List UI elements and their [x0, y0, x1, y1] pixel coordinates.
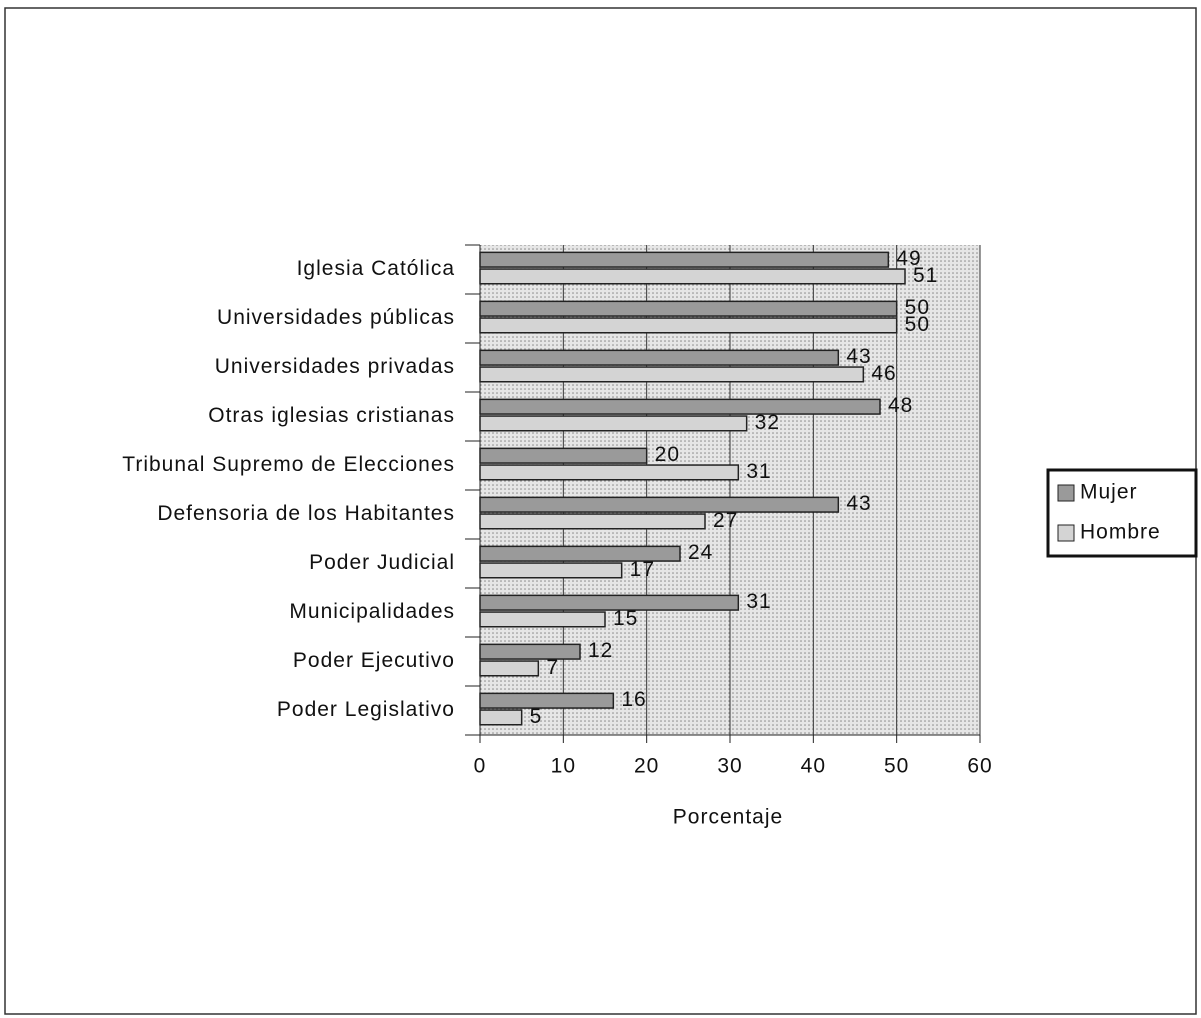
- data-label: 20: [655, 443, 680, 466]
- y-tick-label: Poder Ejecutivo: [293, 649, 455, 672]
- bar: [479, 447, 648, 464]
- data-label: 43: [846, 345, 871, 368]
- x-axis-label: Porcentaje: [673, 806, 783, 829]
- bar: [479, 464, 740, 481]
- data-label: 43: [846, 492, 871, 515]
- bar: [479, 496, 840, 513]
- data-label: 24: [688, 541, 713, 564]
- y-tick-label: Poder Legislativo: [277, 698, 455, 721]
- legend-swatch: [1057, 484, 1075, 502]
- bar: [479, 513, 706, 530]
- data-label: 50: [905, 296, 930, 319]
- y-tick-label: Tribunal Supremo de Elecciones: [122, 453, 455, 476]
- bar: [479, 366, 865, 383]
- bar: [479, 692, 615, 709]
- y-tick-label: Municipalidades: [289, 600, 455, 623]
- bar: [479, 594, 740, 611]
- bar: [479, 398, 881, 415]
- data-label: 31: [746, 590, 771, 613]
- bar: [479, 643, 581, 660]
- data-label: 49: [896, 247, 921, 270]
- data-label: 48: [888, 394, 913, 417]
- y-tick-label: Defensoria de los Habitantes: [157, 502, 455, 525]
- bar: [479, 317, 898, 334]
- data-label: 17: [630, 558, 655, 581]
- data-label: 32: [755, 411, 780, 434]
- x-tick-label: 20: [634, 755, 659, 778]
- y-tick-label: Poder Judicial: [309, 551, 455, 574]
- bar: [479, 349, 840, 366]
- legend-label: Mujer: [1080, 481, 1138, 504]
- bar: [479, 545, 681, 562]
- x-tick-label: 0: [474, 755, 487, 778]
- bar: [479, 660, 540, 677]
- bar: [479, 300, 898, 317]
- bar: [479, 709, 523, 726]
- data-label: 46: [871, 362, 896, 385]
- y-tick-label: Iglesia Católica: [297, 257, 455, 280]
- data-label: 5: [530, 705, 543, 728]
- data-label: 15: [613, 607, 638, 630]
- data-label: 50: [905, 313, 930, 336]
- data-label: 16: [621, 688, 646, 711]
- data-label: 27: [713, 509, 738, 532]
- data-label: 51: [913, 264, 938, 287]
- bar: [479, 251, 890, 268]
- y-tick-label: Otras iglesias cristianas: [208, 404, 455, 427]
- bar: [479, 611, 606, 628]
- data-label: 31: [746, 460, 771, 483]
- data-label: 7: [546, 656, 559, 679]
- legend-swatch: [1057, 524, 1075, 542]
- y-tick-label: Universidades privadas: [215, 355, 455, 378]
- data-label: 12: [588, 639, 613, 662]
- bar: [479, 415, 748, 432]
- x-tick-label: 10: [551, 755, 576, 778]
- y-tick-label: Universidades públicas: [217, 306, 455, 329]
- legend-label: Hombre: [1080, 521, 1161, 544]
- bar: [479, 268, 906, 285]
- legend-box: [1046, 468, 1198, 558]
- x-tick-label: 40: [801, 755, 826, 778]
- x-tick-label: 60: [967, 755, 992, 778]
- bar: [479, 562, 623, 579]
- x-tick-label: 30: [717, 755, 742, 778]
- x-tick-label: 50: [884, 755, 909, 778]
